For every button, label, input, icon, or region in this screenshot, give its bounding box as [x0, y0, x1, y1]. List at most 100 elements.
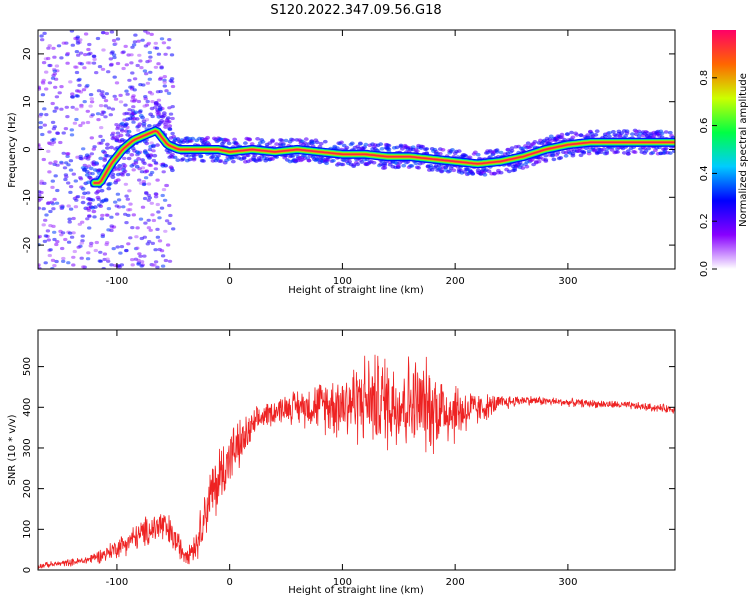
heatmap-cell [126, 156, 132, 161]
heatmap-cell [50, 138, 55, 142]
heatmap-cell [80, 234, 85, 238]
heatmap-cell [138, 59, 143, 63]
heatmap-cell [140, 158, 146, 162]
heatmap-cell [137, 122, 143, 126]
heatmap-cell [83, 32, 89, 36]
heatmap-cell [72, 121, 78, 125]
heatmap-cell [38, 263, 41, 267]
heatmap-cell [165, 120, 171, 124]
heatmap-cell [344, 145, 350, 150]
heatmap-cell [140, 38, 145, 42]
heatmap-cell [97, 65, 103, 69]
heatmap-cell [625, 152, 631, 156]
heatmap-cell [84, 153, 90, 157]
heatmap-cell [143, 97, 148, 101]
heatmap-cell [65, 115, 70, 119]
heatmap-cell [398, 143, 404, 148]
heatmap-cell [85, 257, 91, 261]
heatmap-cell [74, 70, 80, 75]
heatmap-cell [159, 65, 164, 69]
heatmap-cell [51, 224, 56, 228]
heatmap-cell [39, 34, 44, 38]
heatmap-cell [80, 187, 86, 191]
heatmap-x-tick-label: 100 [333, 276, 352, 287]
heatmap-cell [151, 143, 156, 148]
heatmap-cell [109, 145, 114, 150]
heatmap-cell [84, 169, 90, 174]
heatmap-cell [146, 226, 152, 230]
heatmap-cell [88, 244, 94, 248]
heatmap-cell [636, 134, 642, 139]
heatmap-cell [129, 53, 134, 57]
heatmap-cell [82, 191, 87, 196]
heatmap-cell [147, 156, 152, 160]
heatmap-cell [318, 141, 324, 146]
heatmap-x-tick-label: 300 [558, 276, 577, 287]
heatmap-cell [89, 97, 95, 101]
heatmap-cell [59, 56, 64, 60]
heatmap-cell [82, 163, 88, 167]
heatmap-cell [89, 100, 95, 104]
heatmap-cell [121, 50, 126, 54]
heatmap-cell [132, 88, 137, 92]
heatmap-cell [148, 228, 153, 232]
heatmap-cell [420, 144, 426, 149]
heatmap-cell [159, 206, 165, 210]
heatmap-cell [73, 205, 79, 209]
heatmap-cell [659, 131, 665, 136]
heatmap-cell [632, 150, 638, 154]
heatmap-cell [52, 55, 57, 59]
heatmap-cell [558, 156, 564, 160]
heatmap-cell [109, 263, 114, 267]
heatmap-cell [170, 84, 176, 89]
heatmap-cell [168, 213, 173, 218]
heatmap-cell [88, 93, 94, 97]
heatmap-cell [607, 131, 612, 135]
heatmap-cell [146, 182, 152, 186]
heatmap-cell [111, 38, 117, 43]
heatmap-cell [94, 71, 99, 75]
heatmap-cell [153, 41, 158, 45]
snr-frame [37, 329, 676, 571]
heatmap-cell [129, 153, 135, 157]
heatmap-cell [167, 259, 173, 263]
heatmap-cell [66, 261, 71, 265]
heatmap-cell [127, 108, 132, 112]
heatmap-cell [45, 201, 51, 206]
heatmap-cell [167, 126, 173, 131]
colorbar-bar [712, 30, 736, 269]
snr-y-tick-label: 300 [22, 438, 33, 457]
heatmap-cell [125, 173, 131, 177]
heatmap-cell [379, 147, 385, 151]
heatmap-cell [623, 134, 628, 138]
heatmap-cell [166, 91, 172, 95]
colorbar: 0.0 0.2 0.4 0.6 0.8 Normalized spectral ampl… [699, 30, 749, 277]
heatmap-cell [625, 149, 631, 153]
heatmap-cell [148, 55, 153, 59]
heatmap-cell [152, 263, 157, 267]
heatmap-cell [141, 122, 147, 126]
heatmap-cell [53, 85, 58, 89]
heatmap-cell [59, 85, 64, 89]
heatmap-cell [103, 198, 109, 203]
heatmap-cell [108, 63, 114, 67]
heatmap-cell [136, 151, 142, 155]
heatmap-cell [142, 104, 147, 108]
heatmap-cell [509, 146, 515, 150]
heatmap-cell [74, 117, 79, 122]
heatmap-cell [532, 140, 538, 144]
heatmap-cell [359, 160, 365, 164]
heatmap-cell [48, 209, 53, 214]
heatmap-cell [59, 233, 64, 237]
heatmap-cell [172, 155, 178, 160]
heatmap-cell [100, 67, 106, 71]
heatmap-cell [160, 193, 165, 198]
heatmap-cell [131, 94, 136, 98]
heatmap-cell [38, 197, 43, 201]
heatmap-cell [470, 172, 476, 176]
heatmap-cell [138, 217, 144, 221]
heatmap-cell [424, 147, 430, 151]
heatmap-cell [643, 149, 649, 153]
heatmap-cell [54, 107, 59, 111]
